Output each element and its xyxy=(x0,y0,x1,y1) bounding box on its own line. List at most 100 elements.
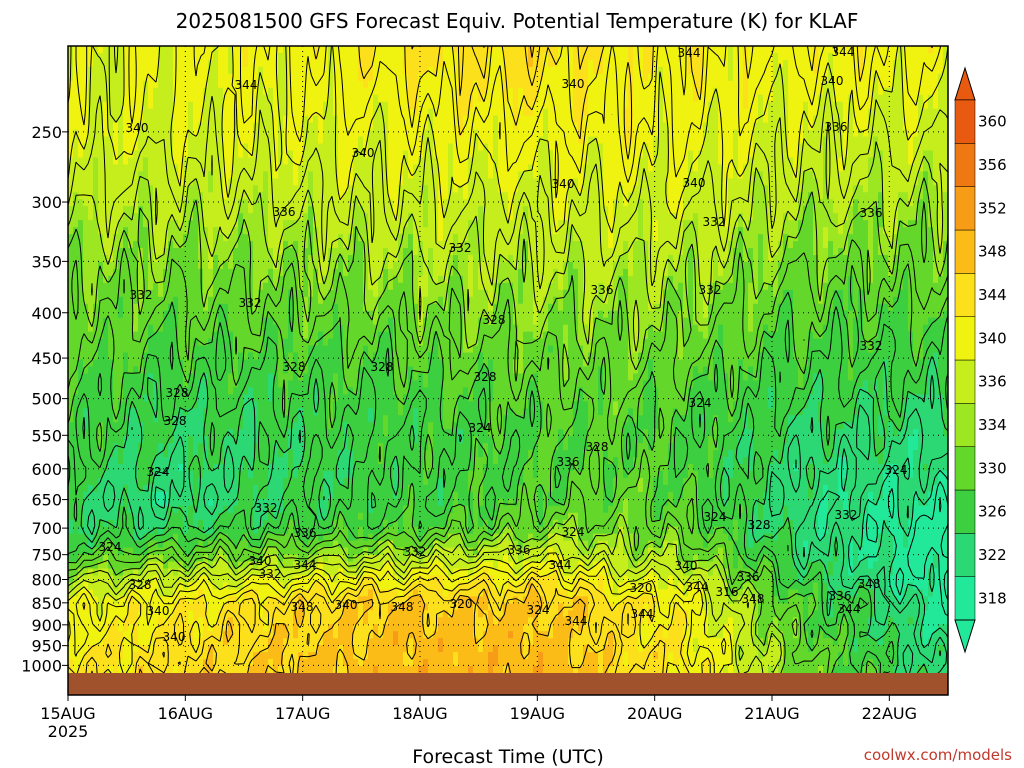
field-cell xyxy=(398,157,404,166)
field-cell xyxy=(563,143,569,152)
field-cell xyxy=(338,46,344,54)
field-cell xyxy=(298,150,304,159)
field-cell xyxy=(263,73,269,82)
field-cell xyxy=(118,73,124,82)
field-cell xyxy=(903,213,909,221)
field-cell xyxy=(298,178,304,186)
field-cell xyxy=(483,52,489,61)
field-cell xyxy=(658,80,664,89)
field-cell xyxy=(733,52,739,61)
field-cell xyxy=(728,220,734,228)
field-cell xyxy=(768,199,774,207)
field-cell xyxy=(378,46,384,54)
field-cell xyxy=(83,150,89,159)
field-cell xyxy=(858,66,864,75)
field-cell xyxy=(258,66,264,75)
field-cell xyxy=(188,220,194,228)
field-cell xyxy=(443,171,449,179)
field-cell xyxy=(728,178,734,186)
field-cell xyxy=(138,143,144,152)
field-cell xyxy=(78,171,84,179)
field-cell xyxy=(853,199,859,207)
field-cell xyxy=(428,227,434,235)
field-cell xyxy=(228,101,234,110)
field-cell xyxy=(488,46,494,54)
field-cell xyxy=(453,213,459,221)
field-cell xyxy=(758,171,764,179)
field-cell xyxy=(423,59,429,68)
field-cell xyxy=(123,115,129,124)
field-cell xyxy=(773,94,779,103)
field-cell xyxy=(663,171,669,179)
field-cell xyxy=(588,213,594,221)
field-cell xyxy=(268,199,274,207)
field-cell xyxy=(538,185,544,193)
field-cell xyxy=(858,87,864,96)
field-cell xyxy=(483,136,489,145)
field-cell xyxy=(893,73,899,82)
field-cell xyxy=(278,185,284,193)
field-cell xyxy=(133,171,139,179)
field-cell xyxy=(553,136,559,145)
field-cell xyxy=(703,157,709,166)
field-cell xyxy=(798,59,804,68)
field-cell xyxy=(503,171,509,179)
field-cell xyxy=(553,234,559,242)
field-cell xyxy=(158,164,164,172)
field-cell xyxy=(878,206,884,214)
field-cell xyxy=(218,157,224,166)
field-cell xyxy=(648,143,654,152)
field-cell xyxy=(823,192,829,200)
field-cell xyxy=(813,136,819,145)
field-cell xyxy=(573,59,579,68)
field-cell xyxy=(943,192,948,200)
field-cell xyxy=(778,52,784,61)
field-cell xyxy=(638,206,644,214)
field-cell xyxy=(703,66,709,75)
field-cell xyxy=(338,115,344,124)
field-cell xyxy=(488,108,494,117)
field-cell xyxy=(538,234,544,242)
field-cell xyxy=(213,192,219,200)
field-cell xyxy=(443,206,449,214)
field-cell xyxy=(758,150,764,159)
field-cell xyxy=(278,108,284,117)
field-cell xyxy=(618,178,624,186)
field-cell xyxy=(118,87,124,96)
field-cell xyxy=(763,66,769,75)
field-cell xyxy=(348,213,354,221)
field-cell xyxy=(733,122,739,131)
field-cell xyxy=(748,192,754,200)
field-cell xyxy=(358,73,364,82)
field-cell xyxy=(423,171,429,179)
field-cell xyxy=(198,192,204,200)
field-cell xyxy=(148,220,154,228)
field-cell xyxy=(303,66,309,75)
field-cell xyxy=(178,220,184,228)
field-cell xyxy=(663,115,669,124)
field-cell xyxy=(163,164,169,172)
field-cell xyxy=(323,87,329,96)
field-cell xyxy=(643,94,649,103)
field-cell xyxy=(518,192,524,200)
field-cell xyxy=(83,178,89,186)
field-cell xyxy=(373,213,379,221)
field-cell xyxy=(833,115,839,124)
field-cell xyxy=(158,220,164,228)
field-cell xyxy=(908,94,914,103)
field-cell xyxy=(468,171,474,179)
field-cell xyxy=(513,101,519,110)
field-cell xyxy=(918,227,924,235)
field-cell xyxy=(433,87,439,96)
field-cell xyxy=(443,185,449,193)
field-cell xyxy=(938,213,944,221)
field-cell xyxy=(358,52,364,61)
field-cell xyxy=(623,234,629,242)
field-cell xyxy=(558,136,564,145)
field-cell xyxy=(183,227,189,235)
field-cell xyxy=(128,178,134,186)
field-cell xyxy=(403,101,409,110)
field-cell xyxy=(818,157,824,166)
field-cell xyxy=(508,80,514,89)
field-cell xyxy=(383,122,389,131)
